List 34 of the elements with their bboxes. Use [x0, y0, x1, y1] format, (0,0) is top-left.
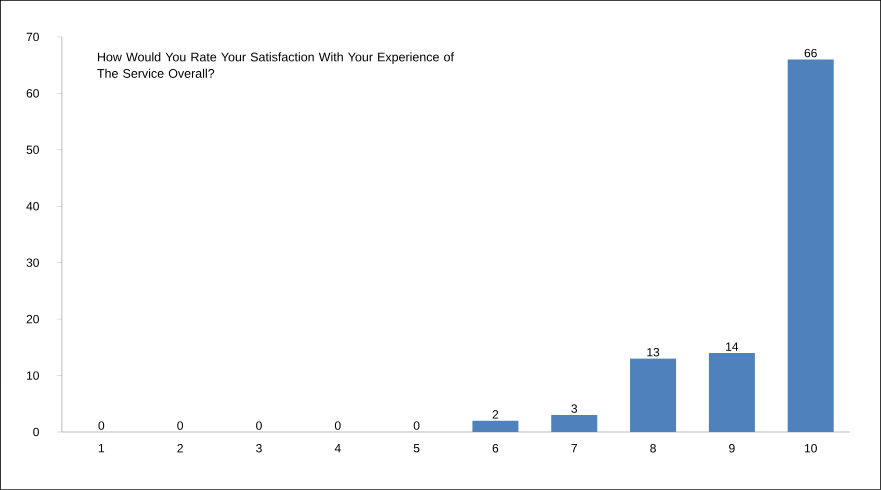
- x-tick-label: 8: [650, 444, 656, 453]
- bar: [788, 60, 834, 432]
- x-tick-label: 5: [414, 444, 420, 452]
- x-tick-label: 4: [334, 444, 341, 452]
- y-tick-label: 60: [26, 89, 39, 98]
- y-tick-label: 70: [26, 32, 39, 42]
- x-tick-label: 9: [729, 444, 735, 453]
- y-tick-label: 40: [26, 202, 39, 210]
- text: How Would You Rate Your Satisfaction With Your Experience of The Service Overall?: [97, 52, 454, 78]
- data-label: 0: [98, 421, 104, 430]
- x-tick-label: 10: [804, 444, 817, 453]
- x-tick-label: 2: [177, 444, 183, 452]
- data-label: 0: [334, 421, 341, 430]
- data-label: 0: [414, 421, 420, 430]
- y-tick-label: 20: [26, 314, 39, 324]
- bar: [630, 358, 676, 432]
- data-label: 0: [256, 421, 262, 430]
- x-tick-label: 6: [492, 444, 498, 453]
- bar: [708, 353, 755, 432]
- y-tick-label: 50: [26, 146, 39, 154]
- data-label: 0: [177, 421, 184, 430]
- data-label: 14: [726, 342, 738, 351]
- bar: [472, 420, 518, 432]
- y-tick-label: 30: [26, 258, 39, 267]
- x-tick-label: 1: [98, 444, 104, 452]
- x-tick-label: 7: [572, 444, 577, 452]
- x-tick-label: 3: [256, 444, 262, 453]
- y-tick-label: 10: [26, 371, 39, 380]
- y-tick-label: 0: [33, 428, 39, 436]
- data-label: 13: [647, 348, 660, 356]
- bar: [551, 415, 598, 432]
- data-label: 66: [804, 48, 817, 58]
- data-label: 3: [571, 404, 578, 413]
- data-label: 2: [492, 410, 498, 419]
